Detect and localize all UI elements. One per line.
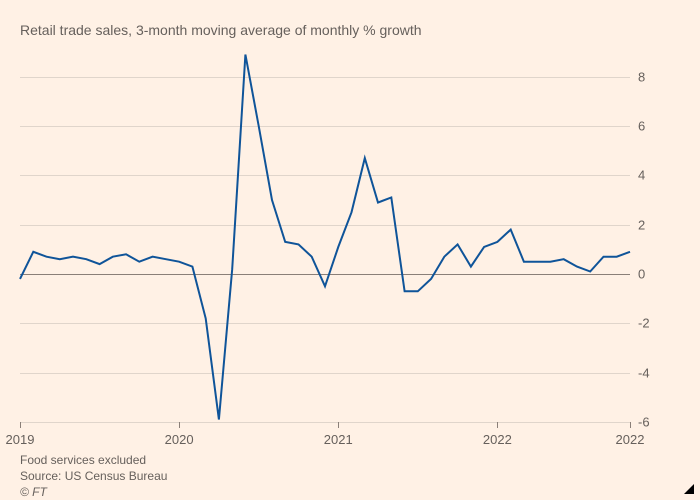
x-axis-tick — [179, 422, 180, 428]
x-axis-tick — [497, 422, 498, 428]
x-axis-label: 2022 — [616, 432, 645, 447]
x-axis-label: 2021 — [324, 432, 353, 447]
y-axis-label: 2 — [638, 217, 645, 232]
y-axis-label: 0 — [638, 267, 645, 282]
x-axis-label: 2019 — [6, 432, 35, 447]
chart-subtitle: Retail trade sales, 3-month moving avera… — [20, 22, 422, 38]
y-axis-label: 4 — [638, 168, 645, 183]
y-axis-label: -2 — [638, 316, 650, 331]
y-axis-label: -4 — [638, 365, 650, 380]
chart-container: Retail trade sales, 3-month moving avera… — [0, 0, 700, 500]
x-axis-label: 2022 — [483, 432, 512, 447]
y-axis-label: 6 — [638, 119, 645, 134]
y-axis-label: 8 — [638, 69, 645, 84]
y-axis-label: -6 — [638, 415, 650, 430]
x-axis-tick — [338, 422, 339, 428]
x-axis-tick — [630, 422, 631, 428]
resize-triangle-icon — [684, 484, 694, 494]
copyright: © FT — [20, 484, 47, 500]
gridline — [20, 422, 630, 423]
x-axis-tick — [20, 422, 21, 428]
footnote-source: Source: US Census Bureau — [20, 468, 167, 485]
chart-plot-area: -6-4-20246820192020202120222022 — [20, 52, 660, 422]
data-line — [20, 52, 630, 422]
x-axis-label: 2020 — [165, 432, 194, 447]
footnote-exclusion: Food services excluded — [20, 452, 146, 469]
